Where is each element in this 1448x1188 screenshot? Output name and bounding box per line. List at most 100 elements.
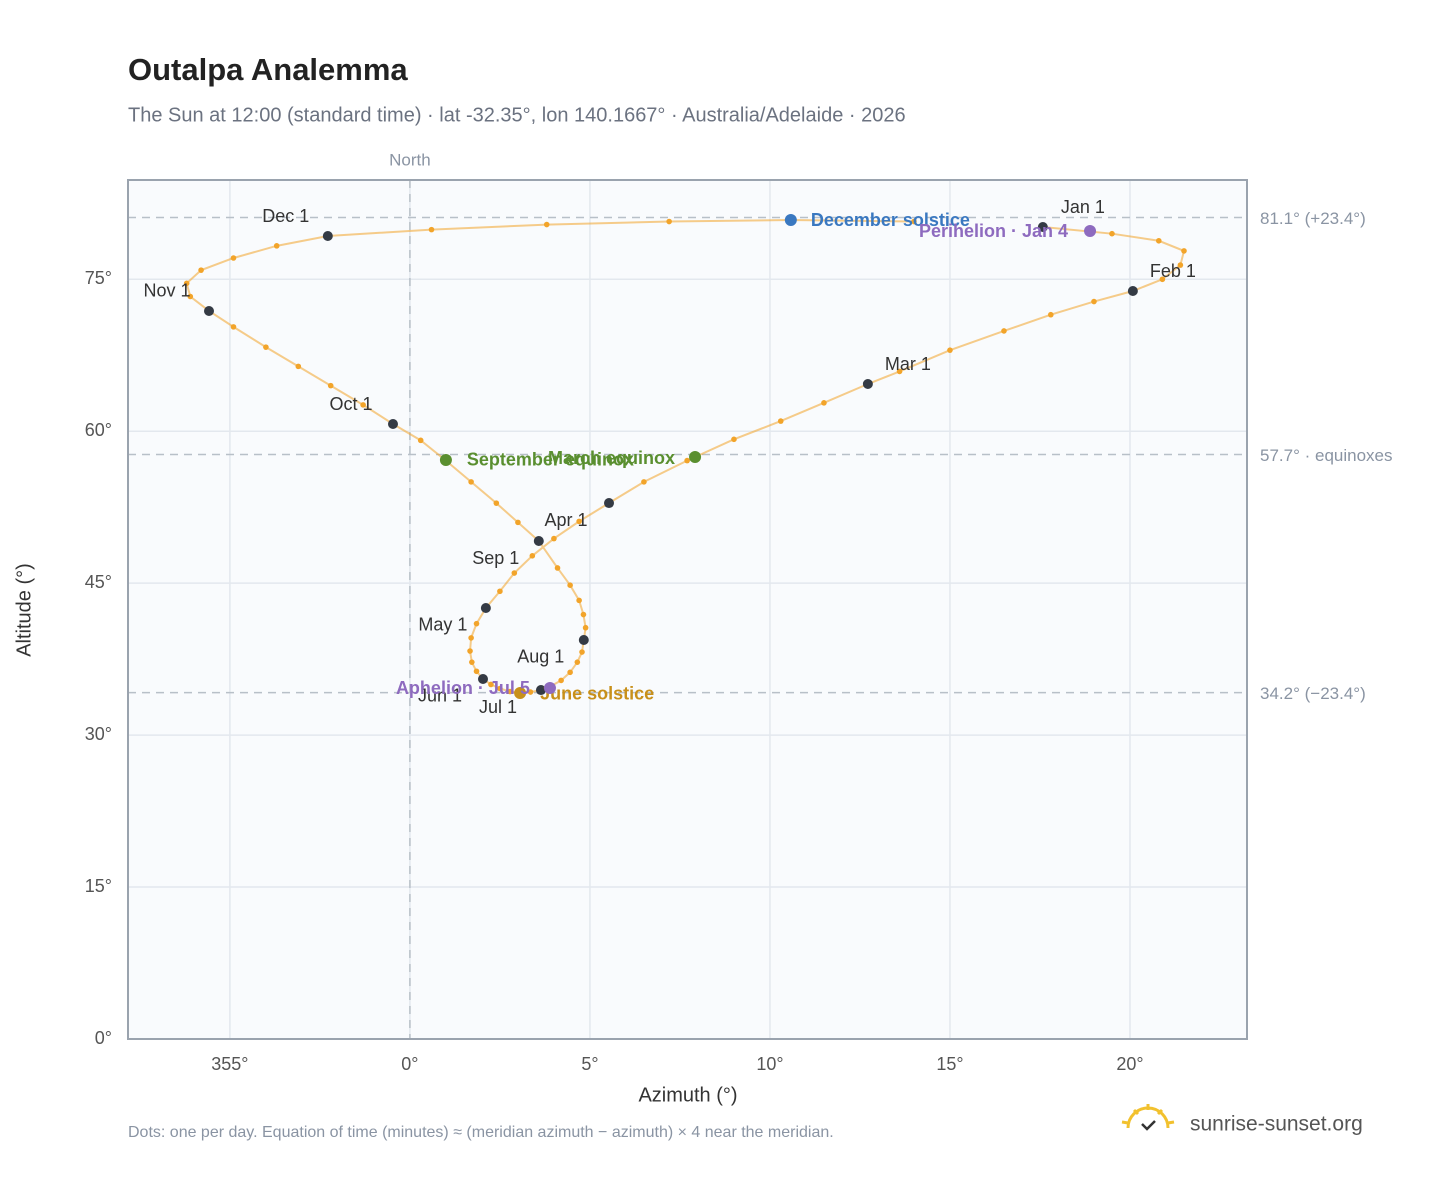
brand-icon — [1121, 1104, 1175, 1131]
month-label: Jul 1 — [479, 697, 517, 717]
day-dot — [684, 457, 690, 464]
month-label: Oct 1 — [329, 394, 372, 414]
x-tick-label: 0° — [401, 1054, 418, 1074]
y-tick-label: 15° — [85, 876, 112, 896]
day-dot — [230, 324, 237, 330]
day-dot — [576, 597, 582, 604]
day-dot — [469, 659, 475, 665]
month-label: Nov 1 — [143, 281, 190, 301]
day-dot — [896, 368, 903, 375]
event-label: September equinox — [467, 450, 634, 470]
analemma-line — [185, 219, 1186, 694]
month-label: Dec 1 — [262, 206, 309, 226]
chart-subtitle: The Sun at 12:00 (standard time) · lat -… — [128, 104, 906, 126]
day-dot — [579, 649, 585, 655]
chart-title: Outalpa Analemma — [128, 52, 408, 87]
day-dot — [558, 677, 564, 684]
day-dot — [473, 620, 480, 627]
day-dot — [493, 500, 500, 506]
x-tick-label: 355° — [211, 1054, 248, 1074]
day-dot — [576, 518, 582, 525]
day-dot — [1159, 276, 1166, 283]
plot-frame — [127, 179, 1248, 1040]
month-marker — [477, 673, 488, 684]
day-dot — [580, 611, 587, 618]
day-dot — [273, 243, 280, 249]
day-dot — [641, 479, 647, 485]
day-dot — [574, 659, 581, 665]
brand: sunrise-sunset.org — [1190, 1113, 1363, 1136]
day-dot — [187, 293, 194, 300]
reference-label: 81.1° (+23.4°) — [1260, 209, 1366, 228]
event-marker — [439, 453, 452, 466]
month-marker — [533, 536, 544, 547]
day-dot — [1001, 328, 1007, 334]
plot-area — [128, 180, 1247, 1039]
meridian-label: North — [389, 150, 431, 169]
event-marker — [784, 214, 797, 227]
event-marker — [1084, 225, 1097, 238]
day-dot — [1091, 298, 1097, 305]
month-label: Aug 1 — [517, 647, 564, 667]
month-marker — [322, 231, 333, 242]
event-marker — [514, 686, 527, 699]
day-dot — [515, 519, 521, 526]
month-marker — [604, 498, 615, 509]
event-label: December solstice — [811, 210, 970, 230]
x-tick-label: 10° — [756, 1054, 783, 1074]
day-dot — [1047, 311, 1054, 318]
day-dot — [467, 648, 473, 654]
day-dot — [468, 479, 474, 485]
day-dot — [360, 402, 366, 408]
month-marker — [578, 634, 589, 645]
day-dot — [527, 689, 534, 695]
x-tick-label: 15° — [936, 1054, 963, 1074]
y-tick-label: 0° — [95, 1028, 112, 1048]
day-dot — [488, 681, 494, 688]
event-label: June solstice — [540, 684, 654, 704]
day-dot — [468, 635, 474, 641]
day-dot — [497, 588, 503, 595]
month-marker — [204, 305, 215, 316]
day-dot — [1155, 237, 1162, 244]
month-label: Sep 1 — [472, 548, 519, 568]
day-dot — [582, 624, 589, 631]
day-dot — [731, 436, 737, 443]
day-dot — [911, 218, 917, 225]
day-dot — [777, 418, 784, 424]
month-marker — [862, 379, 873, 390]
day-dot — [543, 221, 550, 228]
day-dot — [567, 582, 573, 588]
month-label: Feb 1 — [1150, 261, 1196, 281]
day-dot — [263, 344, 269, 350]
x-tick-label: 20° — [1116, 1054, 1143, 1074]
day-dot — [507, 688, 513, 695]
month-label: Apr 1 — [544, 510, 587, 530]
day-dot — [551, 535, 557, 542]
month-marker — [535, 685, 546, 696]
y-axis-label: Altitude (°) — [13, 563, 35, 657]
day-dot — [567, 669, 573, 676]
month-label: Jun 1 — [418, 686, 462, 706]
footnote: Dots: one per day. Equation of time (min… — [128, 1124, 834, 1141]
y-tick-label: 60° — [85, 420, 112, 440]
event-label: Aphelion · Jul 5 — [396, 678, 530, 698]
day-dot — [198, 267, 204, 273]
day-dot — [666, 218, 672, 225]
day-dot — [473, 668, 480, 675]
day-dot — [1177, 262, 1184, 268]
day-dot — [1181, 248, 1187, 254]
event-marker — [689, 451, 702, 464]
month-marker — [387, 419, 398, 430]
day-dot — [295, 363, 302, 370]
month-marker — [480, 602, 491, 613]
month-marker — [1127, 286, 1138, 297]
day-dot — [511, 570, 518, 576]
event-label: March equinox — [548, 448, 675, 468]
y-tick-label: 30° — [85, 724, 112, 744]
month-label: Jan 1 — [1061, 197, 1105, 217]
event-marker — [543, 682, 556, 695]
x-tick-label: 5° — [581, 1054, 598, 1074]
day-dot — [947, 347, 953, 353]
